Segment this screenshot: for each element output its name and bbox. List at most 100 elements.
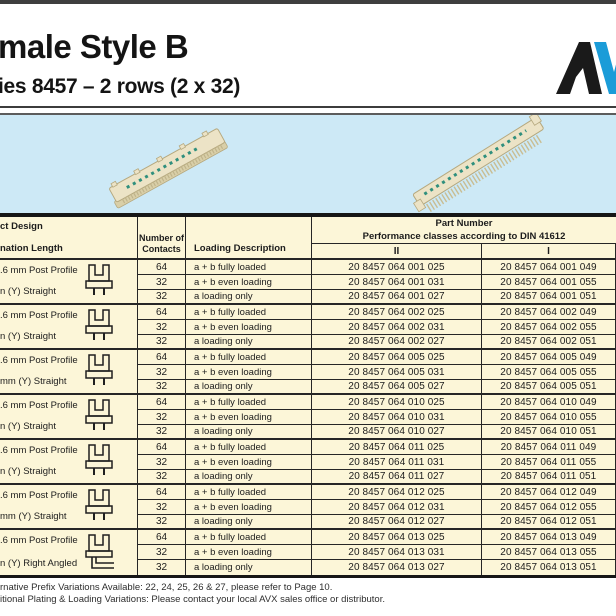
contacts-cell: 32	[138, 335, 186, 350]
header-loading-description: Loading Description	[186, 217, 312, 260]
termination-label-line2: n (Y) Straight	[0, 286, 56, 297]
contacts-cell: 32	[138, 545, 186, 560]
loading-description-cell: a + b even loading	[186, 365, 312, 380]
part-number-class-ii-cell: 20 8457 064 011 025	[312, 440, 482, 455]
part-number-class-ii-cell: 20 8457 064 001 027	[312, 290, 482, 305]
part-number-class-ii-cell: 20 8457 064 002 027	[312, 335, 482, 350]
header-class-ii: II	[312, 244, 482, 260]
loading-description-cell: a + b fully loaded	[186, 530, 312, 545]
termination-label-line1: .6 mm Post Profile	[0, 265, 78, 276]
loading-description-cell: a loading only	[186, 425, 312, 440]
termination-label-line2: n (Y) Straight	[0, 421, 56, 432]
header-contact-design: ct Design nation Length	[0, 217, 138, 260]
header-class-i: I	[482, 244, 616, 260]
contacts-cell: 32	[138, 500, 186, 515]
contact-design-cell: .6 mm Post Profile n (Y) Right Angled	[0, 530, 138, 575]
loading-description-cell: a loading only	[186, 515, 312, 530]
loading-description-cell: a + b even loading	[186, 275, 312, 290]
part-number-class-i-cell: 20 8457 064 010 055	[482, 410, 616, 425]
part-number-class-ii-cell: 20 8457 064 001 031	[312, 275, 482, 290]
post-profile-right-angled-icon	[84, 533, 116, 572]
header-number-of-contacts: Number of Contacts	[138, 217, 186, 260]
contacts-cell: 64	[138, 305, 186, 320]
avx-logo-icon	[556, 42, 616, 94]
part-number-class-ii-cell: 20 8457 064 013 027	[312, 560, 482, 575]
part-number-class-ii-cell: 20 8457 064 001 025	[312, 260, 482, 275]
contact-design-cell: .6 mm Post Profile n (Y) Straight	[0, 440, 138, 485]
part-number-class-ii-cell: 20 8457 064 010 031	[312, 410, 482, 425]
termination-label-line1: .6 mm Post Profile	[0, 400, 78, 411]
part-number-class-i-cell: 20 8457 064 013 049	[482, 530, 616, 545]
part-number-title: Part Number	[435, 218, 493, 230]
part-number-class-ii-cell: 20 8457 064 005 027	[312, 380, 482, 395]
termination-label-line2: n (Y) Straight	[0, 466, 56, 477]
contacts-cell: 32	[138, 365, 186, 380]
part-number-class-ii-cell: 20 8457 064 002 025	[312, 305, 482, 320]
part-number-class-i-cell: 20 8457 064 001 051	[482, 290, 616, 305]
contacts-cell: 32	[138, 290, 186, 305]
post-profile-straight-icon	[84, 308, 114, 345]
part-number-class-i-cell: 20 8457 064 012 049	[482, 485, 616, 500]
part-number-class-ii-cell: 20 8457 064 005 025	[312, 350, 482, 365]
loading-description-cell: a loading only	[186, 335, 312, 350]
termination-label-line1: .6 mm Post Profile	[0, 535, 78, 546]
loading-description-cell: a loading only	[186, 560, 312, 575]
part-number-class-i-cell: 20 8457 064 013 051	[482, 560, 616, 575]
loading-description-cell: a + b even loading	[186, 455, 312, 470]
loading-description-cell: a + b fully loaded	[186, 260, 312, 275]
loading-description-cell: a + b fully loaded	[186, 305, 312, 320]
page-title: male Style B	[0, 28, 189, 65]
page-subtitle: ies 8457 – 2 rows (2 x 32)	[0, 75, 241, 98]
part-number-class-ii-cell: 20 8457 064 011 027	[312, 470, 482, 485]
termination-label-line2: mm (Y) Straight	[0, 511, 67, 522]
loading-description-cell: a + b even loading	[186, 500, 312, 515]
contacts-cell: 64	[138, 395, 186, 410]
termination-label-line1: .6 mm Post Profile	[0, 445, 78, 456]
termination-label-line2: mm (Y) Straight	[0, 376, 67, 387]
contacts-cell: 32	[138, 320, 186, 335]
header-part-number: Part Number Performance classes accordin…	[312, 217, 616, 244]
termination-label-line1: .6 mm Post Profile	[0, 355, 78, 366]
header-contact-design-label: ct Design	[0, 221, 43, 232]
loading-description-cell: a loading only	[186, 290, 312, 305]
contacts-cell: 32	[138, 380, 186, 395]
connector-photos	[109, 111, 544, 213]
contacts-cell: 64	[138, 530, 186, 545]
part-number-class-ii-cell: 20 8457 064 013 025	[312, 530, 482, 545]
part-number-class-ii-cell: 20 8457 064 013 031	[312, 545, 482, 560]
loading-description-cell: a + b fully loaded	[186, 350, 312, 365]
loading-description-cell: a loading only	[186, 380, 312, 395]
loading-description-cell: a + b even loading	[186, 410, 312, 425]
part-number-class-i-cell: 20 8457 064 005 051	[482, 380, 616, 395]
part-number-subtitle: Performance classes according to DIN 416…	[362, 230, 566, 242]
part-number-class-i-cell: 20 8457 064 001 055	[482, 275, 616, 290]
part-number-class-i-cell: 20 8457 064 011 051	[482, 470, 616, 485]
contact-design-cell: .6 mm Post Profile n (Y) Straight	[0, 305, 138, 350]
contacts-cell: 32	[138, 560, 186, 575]
part-number-class-i-cell: 20 8457 064 012 051	[482, 515, 616, 530]
contacts-cell: 32	[138, 410, 186, 425]
part-number-class-i-cell: 20 8457 064 012 055	[482, 500, 616, 515]
header-divider	[0, 106, 616, 108]
part-number-class-i-cell: 20 8457 064 002 049	[482, 305, 616, 320]
contacts-cell: 32	[138, 455, 186, 470]
termination-label-line1: .6 mm Post Profile	[0, 310, 78, 321]
part-number-class-i-cell: 20 8457 064 002 055	[482, 320, 616, 335]
part-number-class-i-cell: 20 8457 064 002 051	[482, 335, 616, 350]
header-termination-length-label: nation Length	[0, 243, 63, 254]
part-number-class-ii-cell: 20 8457 064 002 031	[312, 320, 482, 335]
loading-description-cell: a + b even loading	[186, 320, 312, 335]
part-number-class-i-cell: 20 8457 064 005 049	[482, 350, 616, 365]
part-number-class-i-cell: 20 8457 064 011 049	[482, 440, 616, 455]
termination-label-line2: n (Y) Right Angled	[0, 558, 78, 569]
contacts-cell: 64	[138, 485, 186, 500]
connector-photo-left	[109, 128, 228, 209]
contacts-cell: 64	[138, 440, 186, 455]
contact-design-cell: .6 mm Post Profile mm (Y) Straight	[0, 350, 138, 395]
contact-design-cell: .6 mm Post Profile n (Y) Straight	[0, 395, 138, 440]
loading-description-cell: a + b fully loaded	[186, 395, 312, 410]
post-profile-straight-icon	[84, 263, 114, 300]
loading-description-cell: a + b fully loaded	[186, 485, 312, 500]
loading-description-cell: a loading only	[186, 470, 312, 485]
post-profile-straight-icon	[84, 398, 114, 435]
